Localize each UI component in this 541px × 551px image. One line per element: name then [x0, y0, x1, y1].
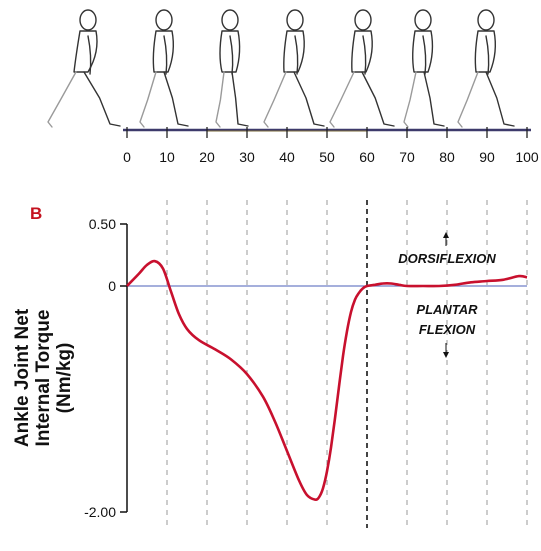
x-tick-label-20: 20 — [199, 149, 215, 165]
figure-trail-leg-icon — [47, 71, 77, 128]
figure-lead-leg-icon — [83, 71, 121, 127]
figure-lead-leg-icon — [361, 71, 395, 127]
gait-figures — [47, 9, 515, 128]
series-line-0 — [126, 259, 528, 501]
gait-timeline: 0 10 20 30 40 50 60 70 80 90 100 — [123, 127, 539, 165]
figure-torso-icon — [152, 30, 175, 73]
figure-lead-leg-icon — [293, 71, 325, 127]
x-tick-label-80: 80 — [439, 149, 455, 165]
y-tick-label-2: -2.00 — [84, 504, 116, 520]
figure-trail-leg-icon — [139, 71, 157, 128]
x-tick-label-100: 100 — [515, 149, 539, 165]
y-tick-label-0: 0.50 — [89, 216, 116, 232]
figure-trail-leg-icon — [329, 71, 355, 128]
figure-head-icon — [414, 9, 432, 31]
figure-lead-leg-icon — [423, 71, 445, 127]
figure-trail-leg-icon — [263, 71, 287, 128]
walking-figure-6 — [457, 9, 515, 128]
figure-arm-icon — [362, 35, 367, 75]
y-axis: 0.50 0 -2.00 — [84, 216, 128, 520]
figure-torso-icon — [73, 30, 98, 73]
x-tick-label-70: 70 — [399, 149, 415, 165]
figure-torso-icon — [474, 30, 497, 73]
figure-torso-icon — [412, 30, 434, 73]
walking-figure-2 — [215, 9, 249, 128]
figure-arm-icon — [87, 35, 92, 75]
torque-series — [126, 259, 528, 501]
figure-head-icon — [79, 9, 97, 31]
figure-head-icon — [221, 9, 239, 31]
figure-lead-leg-icon — [231, 71, 249, 127]
plantar-label-line-2: FLEXION — [419, 322, 476, 337]
figure-lead-leg-icon — [485, 71, 515, 127]
y-axis-label-line-3: (Nm/kg) — [54, 343, 75, 414]
figure-arm-icon — [422, 35, 427, 75]
figure-lead-leg-icon — [163, 71, 189, 127]
y-axis-label: Ankle Joint Net Internal Torque (Nm/kg) — [12, 308, 75, 447]
figure-head-icon — [477, 9, 495, 31]
x-tick-label-40: 40 — [279, 149, 295, 165]
x-tick-label-0: 0 — [123, 149, 131, 165]
figure-trail-leg-icon — [215, 71, 225, 128]
down-arrow-head-icon — [443, 352, 449, 358]
figure-arm-icon — [294, 35, 299, 75]
dorsiflexion-annotation: DORSIFLEXION — [398, 232, 496, 266]
x-tick-label-30: 30 — [239, 149, 255, 165]
walking-figure-3 — [263, 9, 325, 128]
walking-figure-5 — [403, 9, 445, 128]
figure-trail-leg-icon — [403, 71, 417, 128]
figure-torso-icon — [219, 30, 241, 73]
y-axis-label-line-2: Internal Torque — [33, 310, 54, 447]
panel-letter: B — [30, 204, 42, 223]
vertical-gridlines — [127, 200, 528, 528]
figure-arm-icon — [163, 35, 168, 75]
y-tick-label-1: 0 — [108, 278, 116, 294]
figure-torso-icon — [283, 30, 305, 73]
plantar-flexion-annotation: PLANTAR FLEXION — [416, 302, 478, 358]
walking-figure-1 — [139, 9, 189, 128]
figure-head-icon — [354, 9, 372, 31]
figure-arm-icon — [229, 35, 234, 75]
figure-trail-leg-icon — [457, 71, 479, 128]
x-tick-label-60: 60 — [359, 149, 375, 165]
x-tick-label-90: 90 — [479, 149, 495, 165]
walking-figure-0 — [47, 9, 121, 128]
figure-head-icon — [155, 9, 173, 31]
figure-torso-icon — [351, 30, 373, 73]
plantar-label-line-1: PLANTAR — [416, 302, 478, 317]
x-tick-label-10: 10 — [159, 149, 175, 165]
walking-figure-4 — [329, 9, 395, 128]
figure-arm-icon — [485, 35, 490, 75]
figure-head-icon — [286, 9, 304, 31]
x-tick-label-50: 50 — [319, 149, 335, 165]
dorsiflexion-label: DORSIFLEXION — [398, 251, 496, 266]
up-arrow-head-icon — [443, 232, 449, 238]
y-axis-label-line-1: Ankle Joint Net — [12, 308, 33, 447]
